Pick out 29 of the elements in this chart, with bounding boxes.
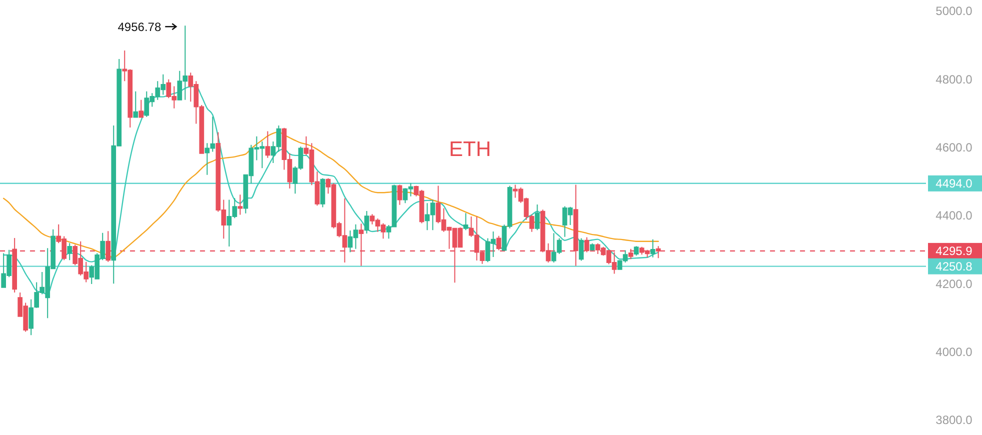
candlestick [67,242,72,261]
y-tick-label: 3800.0 [936,413,973,428]
y-tick-label: 4800.0 [936,72,973,86]
line-series [2,86,659,295]
ref-line-label: 4295.9 [936,244,973,258]
candlestick [578,238,584,262]
candlestick [238,194,243,216]
ref-line-label: 4250.8 [936,260,973,274]
candlestick [590,242,595,252]
candlestick [28,298,34,336]
candlestick [463,212,468,231]
ref-line-label: 4494.0 [936,176,973,191]
y-tick-label: 4000.0 [936,345,973,360]
y-tick-label: 5000.0 [936,4,973,18]
y-tick-label: 4400.0 [936,208,973,223]
y-tick-label: 4200.0 [936,276,973,291]
candlestick [320,178,326,208]
y-tick-label: 4600.0 [936,140,973,154]
line-series [2,131,659,258]
candlestick [534,204,540,231]
candlestick [265,130,270,158]
candlestick [650,238,656,258]
candlestick [634,246,639,256]
candlestick [138,99,144,118]
candlestick [397,184,402,206]
candlestick [133,90,138,118]
candlestick [364,210,370,234]
annotation: 4956.78 [118,20,162,34]
text: ETH [449,138,491,161]
